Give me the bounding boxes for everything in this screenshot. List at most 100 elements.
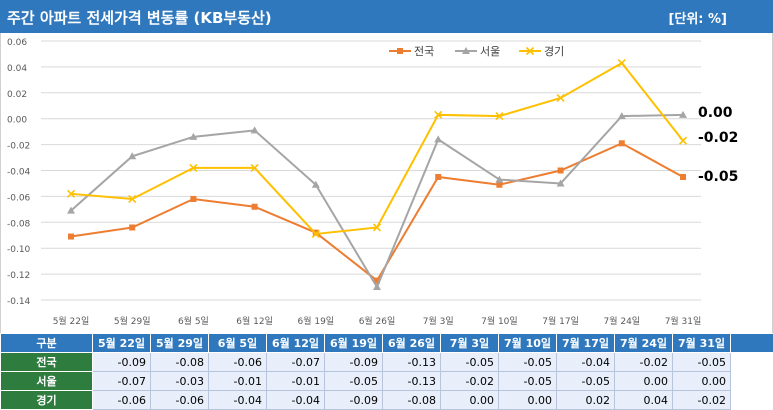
table-cell: -0.13 (383, 372, 441, 391)
series-line-서울 (71, 115, 683, 287)
table-cell: -0.05 (441, 353, 499, 372)
table-pad (731, 372, 773, 391)
legend-marker (397, 48, 403, 54)
table-cell: -0.05 (557, 372, 615, 391)
table-pad (731, 391, 773, 410)
x-tick-label: 6월 5일 (178, 315, 209, 327)
x-tick-label: 6월 12일 (236, 315, 273, 327)
table-column-header: 7월 17일 (557, 334, 615, 353)
data-point (619, 140, 625, 146)
data-point (558, 168, 564, 174)
data-point (434, 135, 442, 142)
table-cell: -0.05 (325, 372, 383, 391)
table-cell: -0.09 (325, 391, 383, 410)
x-tick-label: 7월 3일 (423, 315, 454, 327)
data-point (129, 224, 135, 230)
table-cell: -0.01 (267, 372, 325, 391)
end-value-label: -0.05 (698, 169, 738, 185)
table-row-header: 서울 (1, 372, 93, 391)
table-cell: -0.05 (499, 372, 557, 391)
table-cell: -0.09 (325, 353, 383, 372)
table-cell: 0.00 (441, 391, 499, 410)
x-tick-label: 7월 10일 (481, 315, 518, 327)
end-value-label: -0.02 (698, 130, 738, 146)
line-chart: 0.06 0.04 0.02 0.00 -0.02 -0.04 -0.06 -0.08 -0.1… (1, 33, 772, 333)
chart-title: 주간 아파트 전세가격 변동률 (KB부동산) (7, 7, 272, 28)
y-tick-label: -0.14 (7, 297, 31, 307)
table-cell: -0.02 (615, 353, 673, 372)
data-point (496, 182, 502, 188)
table-cell: -0.02 (673, 391, 731, 410)
table-cell: -0.03 (151, 372, 209, 391)
y-tick-label: -0.08 (7, 219, 31, 229)
table-pad (731, 334, 773, 353)
table-column-header: 6월 19일 (325, 334, 383, 353)
table-cell: -0.13 (383, 353, 441, 372)
end-value-label: 0.00 (698, 105, 733, 121)
y-tick-label: -0.06 (7, 193, 31, 203)
table-column-header: 5월 22일 (93, 334, 151, 353)
y-tick-label: -0.02 (7, 142, 30, 152)
x-tick-label: 6월 26일 (359, 315, 396, 327)
table-cell: -0.01 (209, 372, 267, 391)
table-row: 서울-0.07-0.03-0.01-0.01-0.05-0.13-0.02-0.… (1, 372, 773, 391)
y-tick-label: 0.04 (7, 64, 27, 74)
y-tick-label: 0.02 (7, 90, 27, 100)
table-cell: -0.02 (441, 372, 499, 391)
table-row: 전국-0.09-0.08-0.06-0.07-0.09-0.13-0.05-0.… (1, 353, 773, 372)
x-tick-label: 7월 24일 (603, 315, 640, 327)
x-tick-label: 5월 29일 (114, 315, 151, 327)
x-tick-label: 7월 17일 (542, 315, 579, 327)
table-cell: -0.04 (209, 391, 267, 410)
table-cell: -0.06 (93, 391, 151, 410)
table-column-header: 7월 10일 (499, 334, 557, 353)
data-point (435, 174, 441, 180)
y-tick-label: -0.12 (7, 271, 30, 281)
table-column-header: 5월 29일 (151, 334, 209, 353)
table-cell: -0.06 (151, 391, 209, 410)
chart-area: 0.06 0.04 0.02 0.00 -0.02 -0.04 -0.06 -0.08 -0.1… (0, 33, 773, 333)
legend-label: 전국 (414, 45, 434, 58)
x-tick-label: 7월 31일 (665, 315, 702, 327)
y-tick-label: -0.10 (7, 245, 31, 255)
data-point (680, 137, 687, 144)
data-point (68, 234, 74, 240)
series-line-전국 (71, 143, 683, 280)
table-corner: 구분 (1, 334, 93, 353)
table-row-header: 경기 (1, 391, 93, 410)
table-cell: -0.07 (267, 353, 325, 372)
unit-label: [단위: %] (668, 8, 727, 27)
data-point (680, 174, 686, 180)
table-row-header: 전국 (1, 353, 93, 372)
table-column-header: 7월 3일 (441, 334, 499, 353)
table-cell: 0.00 (499, 391, 557, 410)
x-tick-label: 5월 22일 (53, 315, 90, 327)
table-column-header: 6월 26일 (383, 334, 441, 353)
y-tick-label: -0.04 (7, 168, 31, 178)
table-cell: -0.06 (209, 353, 267, 372)
y-tick-label: 0.06 (7, 38, 27, 48)
table-cell: -0.04 (267, 391, 325, 410)
table-cell: -0.08 (383, 391, 441, 410)
table-column-header: 6월 12일 (267, 334, 325, 353)
data-point (252, 204, 258, 210)
table-cell: 0.00 (615, 372, 673, 391)
legend-label: 서울 (480, 45, 500, 58)
table-cell: -0.04 (557, 353, 615, 372)
table-column-header: 7월 24일 (615, 334, 673, 353)
chart-header: 주간 아파트 전세가격 변동률 (KB부동산) [단위: %] (0, 0, 773, 33)
legend-label: 경기 (544, 45, 564, 58)
table-cell: 0.04 (615, 391, 673, 410)
data-point (618, 60, 625, 67)
data-point (190, 196, 196, 202)
table-cell: -0.05 (499, 353, 557, 372)
table-cell: -0.05 (673, 353, 731, 372)
table-cell: 0.00 (673, 372, 731, 391)
table-column-header: 7월 31일 (673, 334, 731, 353)
table-cell: -0.08 (151, 353, 209, 372)
table-cell: -0.07 (93, 372, 151, 391)
y-tick-label: 0.00 (7, 116, 27, 126)
x-tick-label: 6월 19일 (297, 315, 334, 327)
